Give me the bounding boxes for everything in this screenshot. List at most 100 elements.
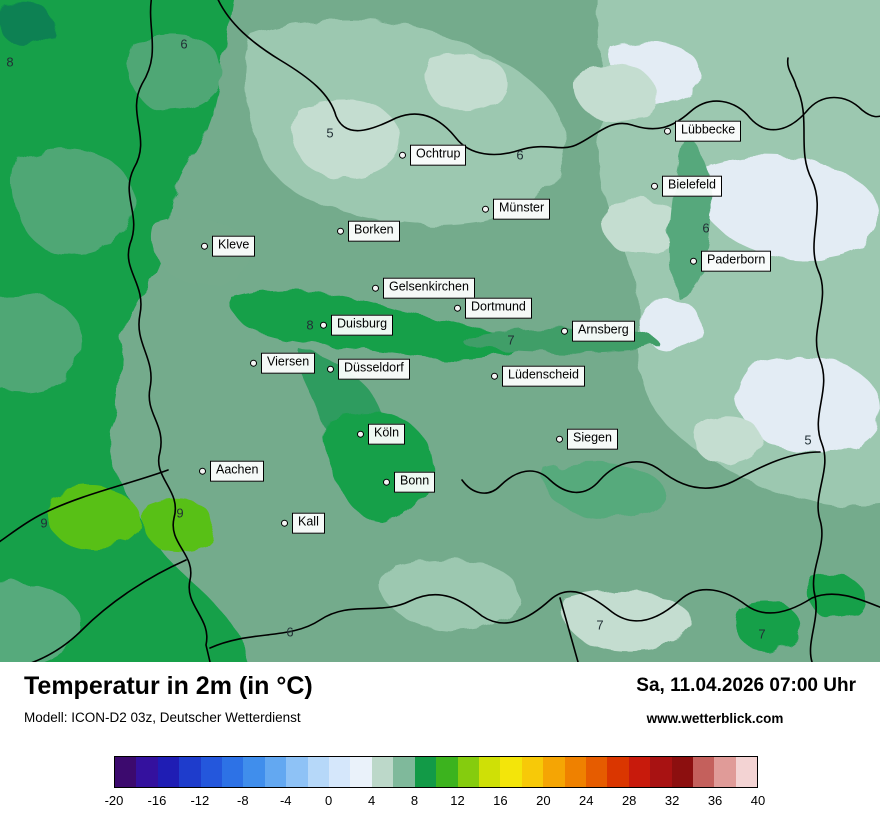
legend-color-segment <box>500 757 522 787</box>
legend-color-segment <box>307 757 330 787</box>
weather-map: 8 6 5 6 6 8 7 5 9 9 6 7 7 Ochtrup Lübbecke Münster Biel… <box>0 0 880 662</box>
city-dot-icon <box>561 327 568 335</box>
legend-color-segment <box>393 757 415 787</box>
city-label: Siegen <box>567 428 618 450</box>
legend-color-segment <box>136 757 158 787</box>
city-label: Gelsenkirchen <box>383 277 475 299</box>
city-marker: Lübbecke <box>664 120 742 142</box>
city-dot-icon <box>250 359 257 367</box>
temperature-value-label: 9 <box>176 505 184 521</box>
city-dot-icon <box>690 257 697 265</box>
city-dot-icon <box>482 205 489 213</box>
legend-color-segment <box>414 757 437 787</box>
temperature-value-label: 9 <box>40 515 48 531</box>
legend-tick-label: -12 <box>190 793 210 808</box>
legend-color-segment <box>628 757 651 787</box>
city-dot-icon <box>337 227 344 235</box>
city-dot-icon <box>199 467 206 475</box>
legend-color-segment <box>521 757 544 787</box>
legend-tick-label: 8 <box>410 793 419 808</box>
temperature-value-label: 6 <box>180 36 188 52</box>
city-dot-icon <box>320 321 327 329</box>
legend-tick-label: 4 <box>367 793 376 808</box>
city-label: Ochtrup <box>410 144 467 166</box>
legend-color-segment <box>478 757 501 787</box>
legend-color-segment <box>286 757 308 787</box>
city-marker: Kleve <box>201 235 256 257</box>
city-marker: Bielefeld <box>651 175 722 197</box>
legend-color-segment <box>157 757 180 787</box>
temperature-value-label: 7 <box>758 626 766 642</box>
city-marker: Bonn <box>383 471 436 493</box>
city-label: Aachen <box>210 460 265 482</box>
legend-color-segment <box>329 757 351 787</box>
city-dot-icon <box>383 478 390 486</box>
city-dot-icon <box>491 372 498 380</box>
city-marker: Köln <box>357 423 406 445</box>
city-marker: Ochtrup <box>399 144 467 166</box>
legend-tick-label: 0 <box>325 793 333 808</box>
city-label: Köln <box>368 423 406 445</box>
legend-tick-label: -4 <box>279 793 292 808</box>
legend-tick-label: -16 <box>147 793 167 808</box>
legend-color-segment <box>222 757 244 787</box>
city-label: Lübbecke <box>675 120 742 142</box>
city-label: Viersen <box>261 352 316 374</box>
temperature-value-label: 8 <box>306 317 314 333</box>
city-label: Bonn <box>394 471 436 493</box>
temperature-value-label: 5 <box>804 432 812 448</box>
city-marker: Siegen <box>556 428 618 450</box>
city-label: Kall <box>292 512 325 534</box>
city-marker: Münster <box>482 198 551 220</box>
city-dot-icon <box>281 519 288 527</box>
city-label: Kleve <box>212 235 256 257</box>
legend-color-segment <box>585 757 608 787</box>
legend-color-segment <box>735 757 758 787</box>
legend-color-segment <box>714 757 736 787</box>
legend-tick-label: 40 <box>750 793 766 808</box>
temperature-scale-ticks: -20 -16 -12 -8 -4 0 4 8 12 16 20 24 28 32 36 40 <box>105 793 766 811</box>
legend-tick-label: -8 <box>237 793 249 808</box>
legend-color-segment <box>350 757 372 787</box>
legend-tick-label: 16 <box>493 793 508 808</box>
city-marker: Dortmund <box>454 297 532 319</box>
city-dot-icon <box>372 284 379 292</box>
forecast-datetime: Sa, 11.04.2026 07:00 Uhr <box>636 675 856 696</box>
city-marker: Lüdenscheid <box>491 365 585 387</box>
city-dot-icon <box>556 435 563 443</box>
temperature-value-label: 6 <box>286 624 294 640</box>
legend-tick-label: 24 <box>579 793 594 808</box>
legend-tick-label: 28 <box>621 793 637 808</box>
city-label: Duisburg <box>331 314 394 336</box>
city-marker: Duisburg <box>320 314 394 336</box>
city-dot-icon <box>357 430 364 438</box>
city-dot-icon <box>327 365 334 373</box>
city-marker: Düsseldorf <box>327 358 410 380</box>
state-border-lines <box>0 0 880 662</box>
temperature-value-label: 8 <box>6 54 14 70</box>
city-marker: Paderborn <box>690 250 772 272</box>
legend-color-segment <box>200 757 223 787</box>
legend-color-segment <box>264 757 287 787</box>
city-marker: Viersen <box>250 352 316 374</box>
city-dot-icon <box>399 151 406 159</box>
city-label: Lüdenscheid <box>502 365 585 387</box>
model-info: Modell: ICON-D2 03z, Deutscher Wetterdie… <box>24 710 301 725</box>
city-label: Borken <box>348 220 400 242</box>
legend-color-segment <box>371 757 394 787</box>
legend-color-segment <box>650 757 672 787</box>
city-marker: Aachen <box>199 460 265 482</box>
legend-color-segment <box>436 757 458 787</box>
city-label: Münster <box>493 198 551 220</box>
legend-color-segment <box>607 757 629 787</box>
city-label: Dortmund <box>465 297 532 319</box>
legend-color-segment <box>243 757 265 787</box>
city-dot-icon <box>664 127 671 135</box>
website-url: www.wetterblick.com <box>646 711 784 726</box>
legend-color-segment <box>179 757 201 787</box>
city-dot-icon <box>651 182 658 190</box>
city-marker: Borken <box>337 220 400 242</box>
temperature-value-label: 7 <box>596 617 604 633</box>
city-dot-icon <box>454 304 461 312</box>
page-title: Temperatur in 2m (in °C) <box>24 672 313 700</box>
